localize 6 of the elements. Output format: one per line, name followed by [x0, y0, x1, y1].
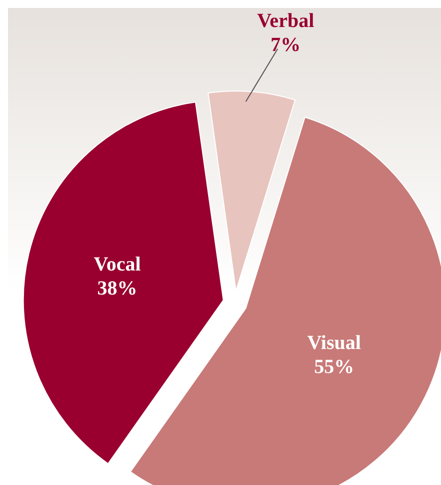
data-label: 55%	[314, 356, 354, 378]
slice-label: Verbal	[257, 10, 315, 32]
data-label: 38%	[97, 278, 138, 300]
data-label: 7%	[270, 34, 301, 56]
slice-label: Visual	[307, 332, 362, 354]
slice-label: Vocal	[94, 254, 142, 276]
